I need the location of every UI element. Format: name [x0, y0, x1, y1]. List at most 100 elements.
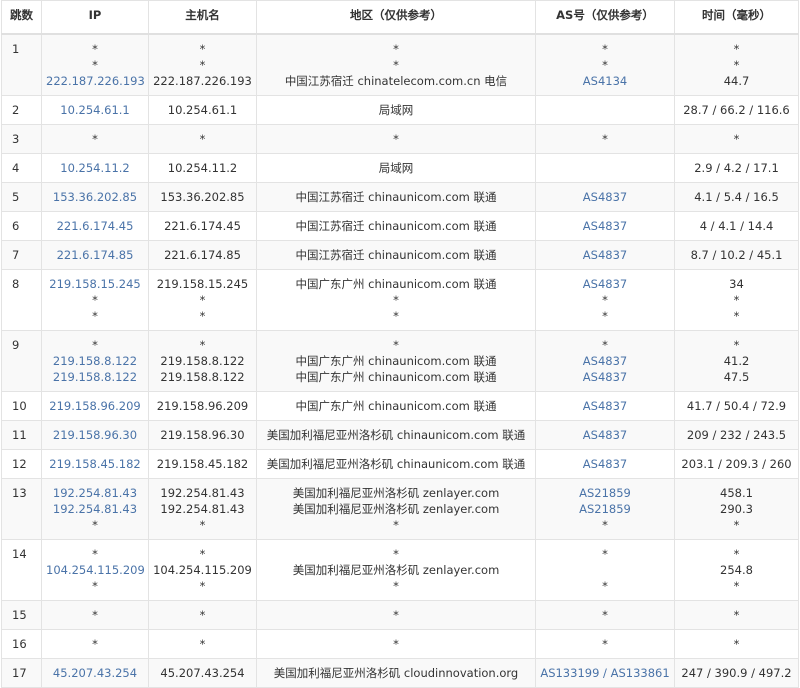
- time-cell-line: 2.9 / 4.2 / 17.1: [694, 161, 779, 175]
- as-cell-line: *: [602, 293, 608, 307]
- ip-link[interactable]: 219.158.96.209: [49, 399, 141, 413]
- as-link[interactable]: AS4837: [582, 354, 628, 368]
- hostname-cell-line: *: [199, 132, 206, 146]
- ip-cell: 219.158.96.30: [41, 420, 149, 450]
- region-cell-line: 美国加利福尼亚州洛杉矶 zenlayer.com: [292, 563, 500, 577]
- hostname-cell-line: *: [199, 547, 206, 561]
- ip-link[interactable]: 192.254.81.43: [52, 486, 138, 500]
- as-link[interactable]: AS4837: [582, 399, 628, 413]
- time-cell: 203.1 / 209.3 / 260: [674, 449, 799, 479]
- as-cell-line: *: [602, 58, 608, 72]
- header-as: AS号（仅供参考）: [535, 0, 675, 35]
- table-row: 10 219.158.96.209 219.158.96.209 中国广东广州 chi…: [1, 391, 799, 421]
- ip-link[interactable]: 104.254.115.209: [46, 563, 145, 577]
- table-row: 15 * * * * *: [1, 600, 799, 630]
- as-link[interactable]: AS4837: [582, 370, 628, 384]
- ip-link[interactable]: 10.254.11.2: [60, 161, 130, 175]
- region-cell-line: *: [393, 293, 399, 307]
- as-link[interactable]: AS4837: [582, 248, 628, 262]
- ip-link[interactable]: 10.254.61.1: [60, 103, 130, 117]
- ip-link[interactable]: 219.158.15.245: [49, 277, 141, 291]
- hostname-cell-line: *: [199, 579, 206, 593]
- hostname-cell: 153.36.202.85: [148, 182, 257, 212]
- region-cell-line: 美国加利福尼亚州洛杉矶 chinaunicom.com 联通: [266, 428, 526, 442]
- hop-cell: 6: [1, 211, 42, 241]
- region-cell-line: *: [393, 309, 399, 323]
- header-region: 地区（仅供参考）: [256, 0, 536, 35]
- region-cell: *: [256, 629, 536, 659]
- region-cell: 局域网: [256, 153, 536, 183]
- region-cell: *: [256, 124, 536, 154]
- ip-link[interactable]: 221.6.174.45: [56, 219, 134, 233]
- as-cell: [535, 95, 675, 125]
- hostname-cell-line: *: [199, 637, 206, 651]
- hostname-cell: 221.6.174.45: [148, 211, 257, 241]
- as-link[interactable]: AS4837: [582, 190, 628, 204]
- as-link[interactable]: AS21859: [579, 486, 631, 500]
- time-cell-line: 41.7 / 50.4 / 72.9: [686, 399, 787, 413]
- time-cell-line: 8.7 / 10.2 / 45.1: [690, 248, 783, 262]
- ip-link[interactable]: 219.158.8.122: [52, 370, 138, 384]
- region-cell: 中国广东广州 chinaunicom.com 联通 * *: [256, 269, 536, 331]
- time-cell: 4 / 4.1 / 14.4: [674, 211, 799, 241]
- ip-link[interactable]: 222.187.226.193: [46, 74, 145, 88]
- header-time: 时间（毫秒）: [674, 0, 799, 35]
- region-cell-line: 中国江苏宿迁 chinaunicom.com 联通: [295, 248, 497, 262]
- hostname-cell-line: 153.36.202.85: [160, 190, 245, 204]
- time-cell: 34 * *: [674, 269, 799, 331]
- time-cell-line: *: [733, 132, 740, 146]
- region-cell-line: 中国江苏宿迁 chinatelecom.com.cn 电信: [284, 74, 508, 88]
- as-link[interactable]: AS4837: [582, 277, 628, 291]
- region-cell: * 美国加利福尼亚州洛杉矶 zenlayer.com *: [256, 539, 536, 601]
- time-cell-line: 34: [729, 277, 744, 291]
- ip-link[interactable]: 153.36.202.85: [52, 190, 138, 204]
- as-link[interactable]: AS4837: [582, 219, 628, 233]
- as-link[interactable]: AS4837: [582, 457, 628, 471]
- as-cell: AS4837: [535, 420, 675, 450]
- as-link[interactable]: AS21859: [579, 502, 631, 516]
- ip-link[interactable]: 221.6.174.85: [56, 248, 134, 262]
- ip-link[interactable]: 219.158.45.182: [49, 457, 141, 471]
- table-row: 7 221.6.174.85 221.6.174.85 中国江苏宿迁 chinauni…: [1, 240, 799, 270]
- as-link[interactable]: AS4837: [582, 428, 628, 442]
- as-cell: *: [535, 629, 675, 659]
- as-cell: AS21859 AS21859 *: [535, 478, 675, 540]
- time-cell-line: *: [733, 547, 740, 561]
- time-cell: 4.1 / 5.4 / 16.5: [674, 182, 799, 212]
- region-cell-line: *: [393, 42, 399, 56]
- region-cell: *: [256, 600, 536, 630]
- time-cell-line: *: [733, 338, 740, 352]
- as-cell-line: [540, 562, 670, 578]
- hostname-cell-line: 104.254.115.209: [153, 563, 252, 577]
- region-cell: 中国江苏宿迁 chinaunicom.com 联通: [256, 182, 536, 212]
- ip-link[interactable]: 219.158.8.122: [52, 354, 138, 368]
- hop-cell: 15: [1, 600, 42, 630]
- region-cell-line: *: [393, 608, 399, 622]
- as-cell: *: [535, 600, 675, 630]
- as-link[interactable]: AS4134: [582, 74, 628, 88]
- ip-link[interactable]: 192.254.81.43: [52, 502, 138, 516]
- as-link[interactable]: AS133199 / AS133861: [540, 666, 670, 680]
- hop-cell: 16: [1, 629, 42, 659]
- region-cell-line: *: [393, 579, 399, 593]
- as-cell-line: *: [602, 608, 608, 622]
- table-row: 5 153.36.202.85 153.36.202.85 中国江苏宿迁 chinau…: [1, 182, 799, 212]
- region-cell-line: 美国加利福尼亚州洛杉矶 zenlayer.com: [292, 502, 500, 516]
- table-row: 1 * * 222.187.226.193 * * 222.187.226.193 * * 中国江…: [1, 33, 799, 96]
- time-cell-line: *: [733, 518, 740, 532]
- ip-link[interactable]: 45.207.43.254: [52, 666, 138, 680]
- table-row: 17 45.207.43.254 45.207.43.254 美国加利福尼亚州洛杉矶 …: [1, 658, 799, 688]
- region-cell-line: 局域网: [378, 103, 414, 117]
- time-cell: 41.7 / 50.4 / 72.9: [674, 391, 799, 421]
- region-cell-line: *: [393, 637, 399, 651]
- hostname-cell-line: 219.158.45.182: [156, 457, 249, 471]
- time-cell-line: *: [733, 608, 740, 622]
- table-row: 14 * 104.254.115.209 * * 104.254.115.209 * * 美国加…: [1, 539, 799, 601]
- hostname-cell-line: 219.158.15.245: [156, 277, 249, 291]
- table-header: 跳数 IP 主机名 地区（仅供参考） AS号（仅供参考） 时间（毫秒）: [1, 0, 799, 35]
- ip-link[interactable]: 219.158.96.30: [52, 428, 138, 442]
- ip-cell: 10.254.61.1: [41, 95, 149, 125]
- hop-cell: 17: [1, 658, 42, 688]
- hostname-cell: 219.158.96.30: [148, 420, 257, 450]
- time-cell-line: 44.7: [723, 74, 750, 88]
